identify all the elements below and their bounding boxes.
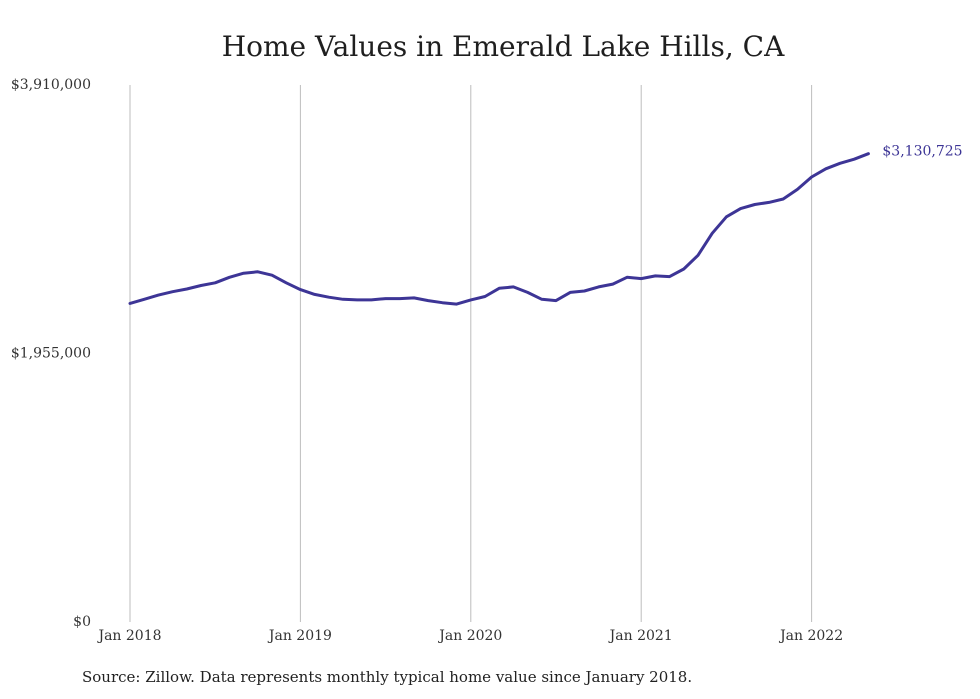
end-label-layer: $3,130,725 [882, 144, 962, 160]
y-tick-label-2: $3,910,000 [11, 77, 91, 93]
x-tick-label-4: Jan 2022 [778, 628, 843, 644]
series-layer [128, 152, 870, 306]
y-axis-ticks: $0 $1,955,000 $3,910,000 [11, 77, 91, 630]
x-tick-label-2: Jan 2020 [437, 628, 502, 644]
y-tick-label-0: $0 [73, 614, 91, 630]
series-line-0 [128, 152, 870, 306]
y-tick-label-1: $1,955,000 [11, 346, 91, 362]
gridlines [129, 85, 813, 622]
source-note: Source: Zillow. Data represents monthly … [82, 668, 693, 686]
x-tick-label-1: Jan 2019 [267, 628, 332, 644]
series-end-label: $3,130,725 [882, 144, 962, 160]
x-tick-label-3: Jan 2021 [608, 628, 673, 644]
x-tick-label-0: Jan 2018 [96, 628, 161, 644]
x-axis-ticks: Jan 2018 Jan 2019 Jan 2020 Jan 2021 Jan 2022 [96, 628, 843, 644]
chart-title: Home Values in Emerald Lake Hills, CA [221, 30, 785, 63]
